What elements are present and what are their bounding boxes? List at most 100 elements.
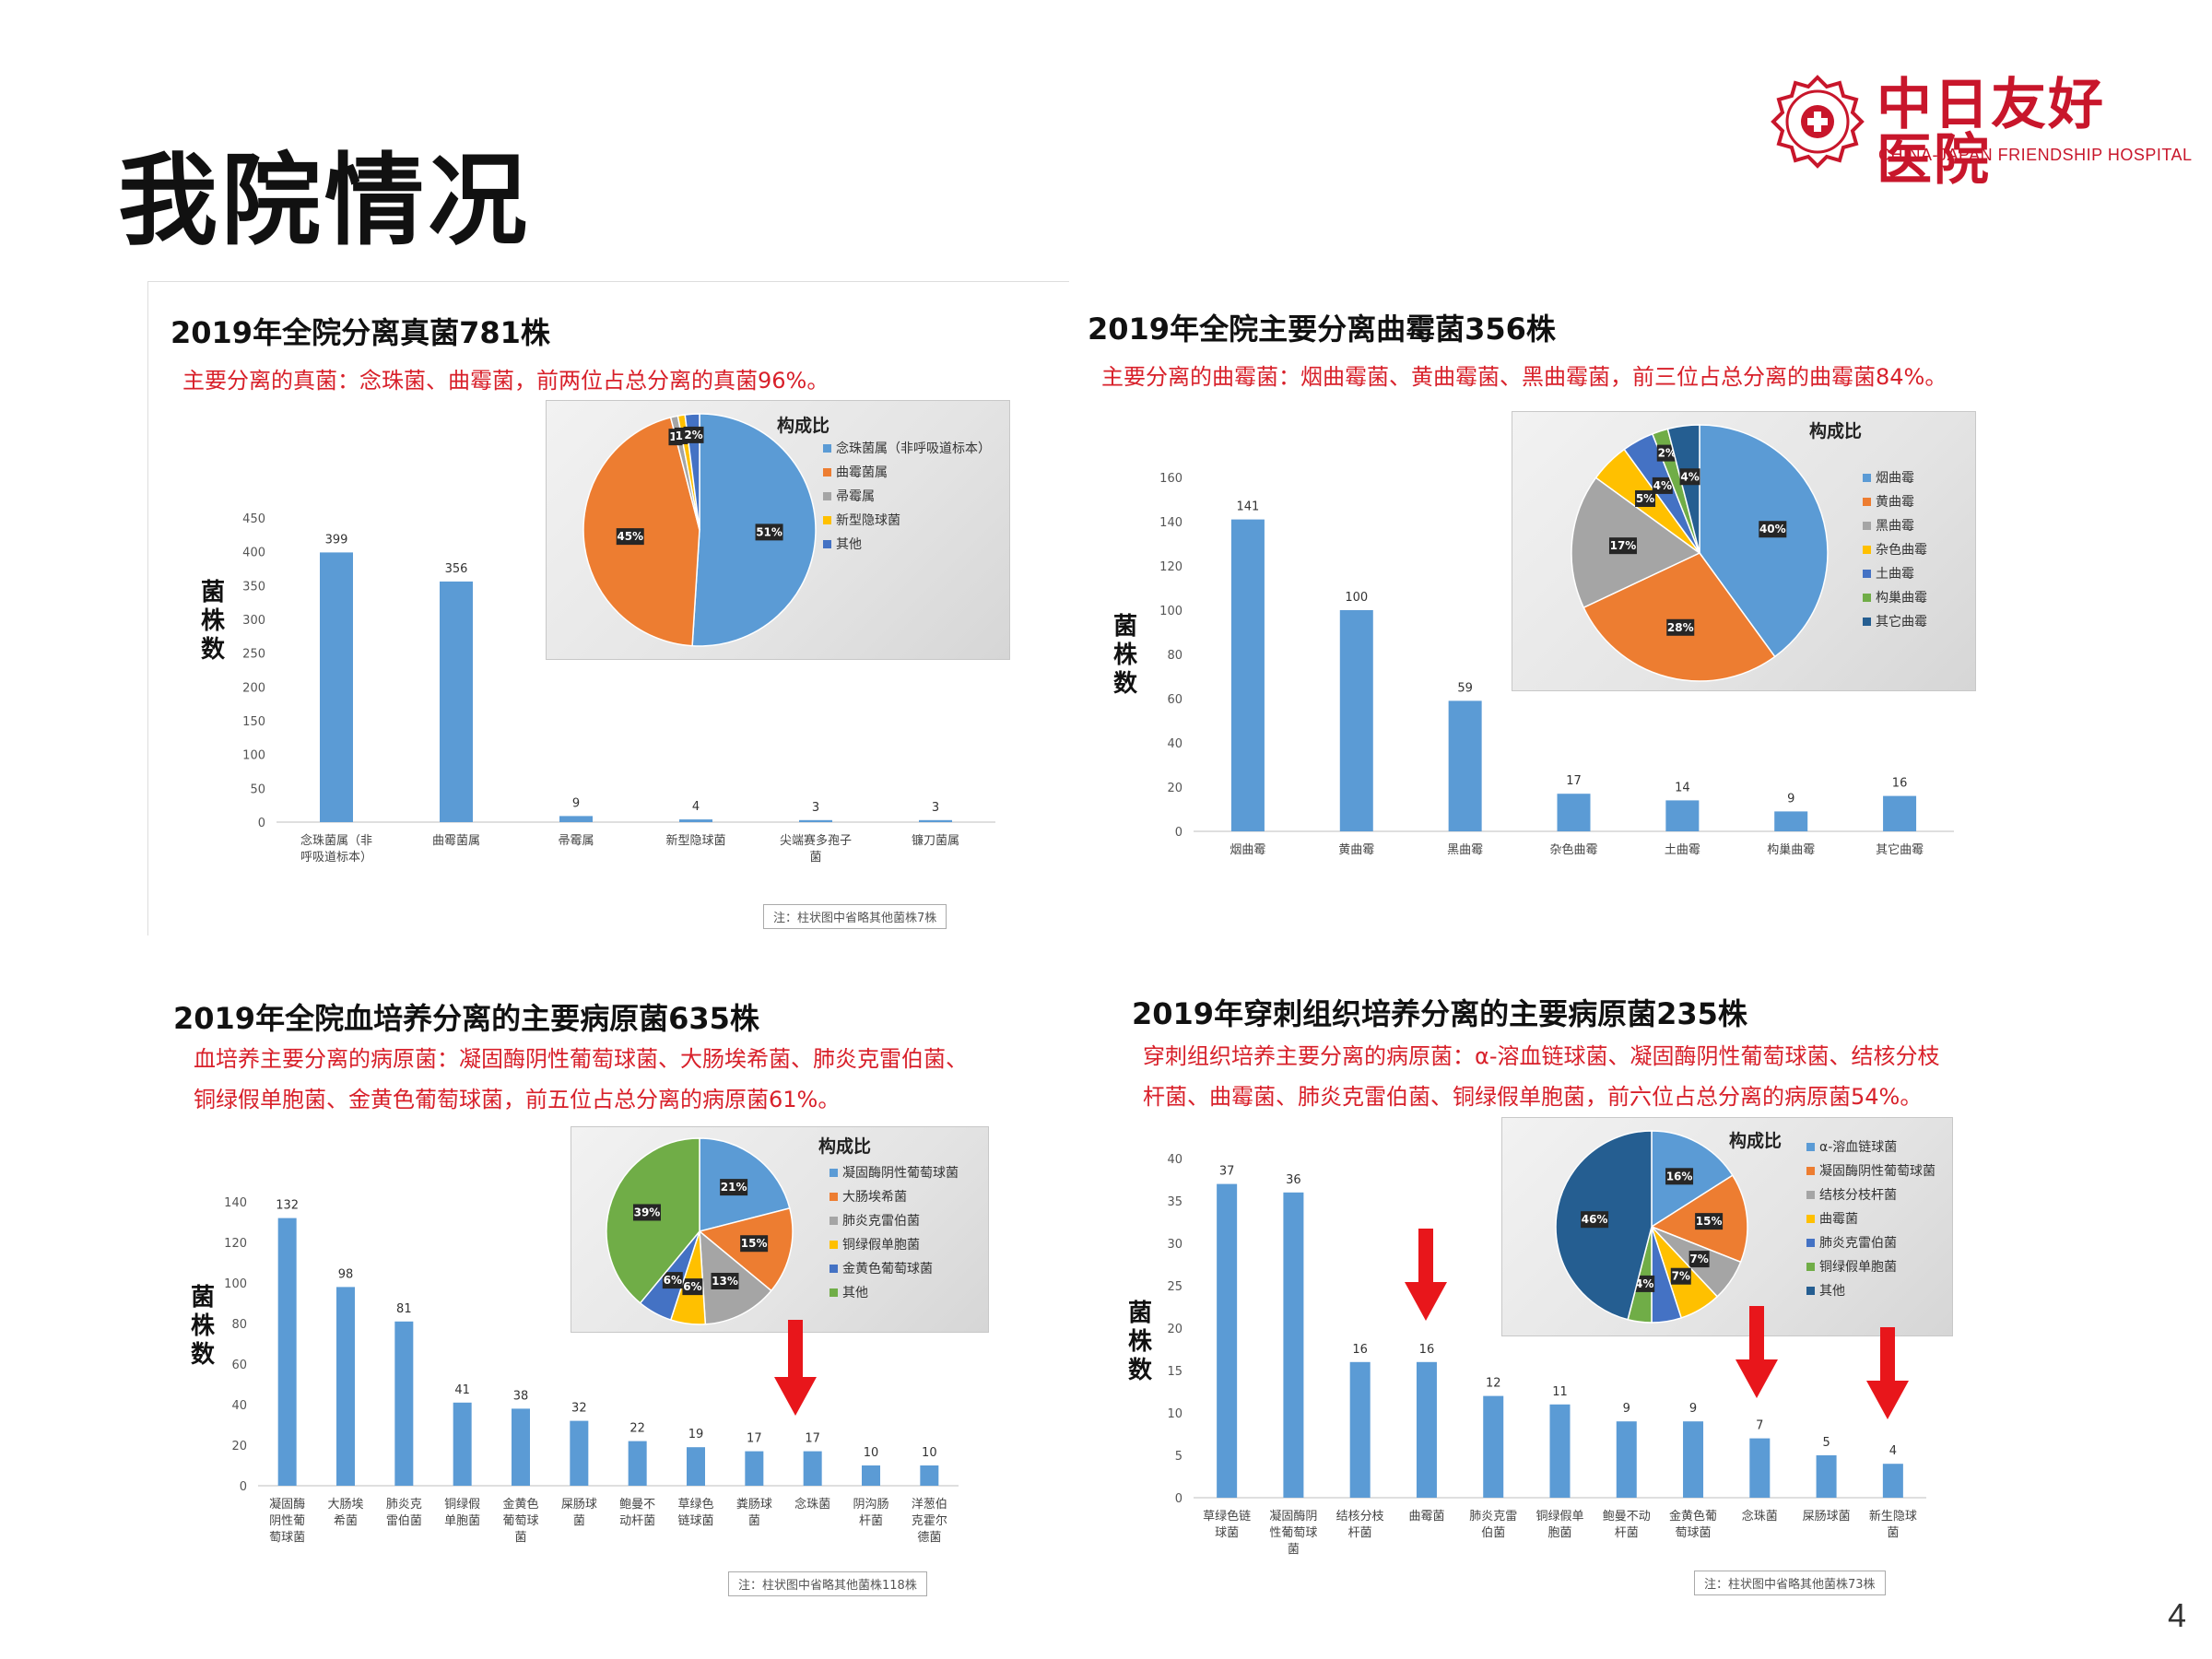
legend-swatch — [830, 1288, 838, 1297]
data-label: 59 — [1457, 681, 1473, 695]
pie-legend: 凝固酶阴性葡萄球菌 大肠埃希菌 肺炎克雷伯菌 铜绿假单胞菌 金黄色葡萄球菌 其他 — [830, 1160, 959, 1304]
y-tick-label: 100 — [224, 1277, 247, 1291]
y-tick-label: 120 — [1159, 560, 1182, 574]
panel-title: 2019年全院分离真菌781株 — [171, 315, 550, 350]
legend-swatch — [1863, 545, 1871, 554]
bar — [1774, 811, 1808, 831]
red-arrow-icon — [774, 1320, 817, 1416]
legend-swatch — [830, 1216, 838, 1225]
pie-value-label: 51% — [756, 525, 782, 538]
data-label: 14 — [1675, 781, 1690, 794]
bar — [394, 1321, 414, 1486]
data-label: 9 — [572, 796, 580, 810]
x-tick-label: 帚霉属 — [558, 834, 594, 848]
y-tick-label: 140 — [1159, 516, 1182, 530]
legend-item: 其他 — [1806, 1278, 1936, 1302]
pie-chart-panel: 构成比 16% 15% 7% 7% 4% 46% α-溶血链球菌 凝固酶阴性葡萄球菌 结核分枝… — [1501, 1117, 1953, 1336]
panel-subtitle: 主要分离的曲霉菌：烟曲霉菌、黄曲霉菌、黑曲霉菌，前三位占总分离的曲霉菌84%。 — [1101, 364, 1947, 390]
pie-value-label: 13% — [712, 1275, 738, 1288]
bar — [1448, 700, 1482, 831]
y-axis-label: 菌株数 — [200, 579, 225, 664]
x-tick-label: 鲍曼不动杆菌 — [1603, 1510, 1651, 1540]
chart-note: 注：柱状图中省略其他菌株118株 — [728, 1571, 927, 1596]
legend-item: 土曲霉 — [1863, 561, 1927, 585]
pie-value-label: 21% — [721, 1181, 747, 1194]
pie-title: 构成比 — [1729, 1131, 1783, 1151]
logo-chinese-name: 中日友好医院 — [1877, 73, 2105, 193]
y-tick-label: 160 — [1159, 472, 1182, 486]
legend-label: 构巢曲霉 — [1876, 591, 1927, 606]
legend-swatch — [1806, 1286, 1815, 1295]
page-number: 4 — [2167, 1596, 2186, 1634]
pie-label-box — [740, 1235, 769, 1253]
pie-chart-blood-culture: 21% 15% 13% 6%6% 39% — [606, 1137, 794, 1325]
y-tick-label: 100 — [242, 749, 265, 763]
y-tick-label: 40 — [231, 1399, 247, 1413]
legend-item: 铜绿假单胞菌 — [1806, 1254, 1936, 1278]
pie-legend: α-溶血链球菌 凝固酶阴性葡萄球菌 结核分枝杆菌 曲霉菌 肺炎克雷伯菌 铜绿假单胞菌 其他 — [1806, 1135, 1936, 1302]
data-label: 5 — [1822, 1436, 1830, 1450]
pie-legend: 念珠菌属（非呼吸道标本） 曲霉菌属 帚霉属 新型隐球菌 其他 — [823, 436, 991, 556]
x-tick-label: 结核分枝杆菌 — [1336, 1510, 1384, 1540]
pie-value-label: 2% — [684, 429, 702, 441]
data-label: 4 — [692, 800, 700, 814]
pie-chart-fungi: 51%45%1%1%2% — [582, 413, 817, 647]
red-arrow-icon — [1405, 1229, 1447, 1321]
legend-item: 新型隐球菌 — [823, 508, 991, 532]
x-tick-label: 黑曲霉 — [1447, 843, 1483, 857]
legend-item: 烟曲霉 — [1863, 465, 1927, 489]
pie-label-box — [1759, 521, 1787, 538]
legend-swatch — [1806, 1262, 1815, 1271]
pie-slice — [1699, 424, 1829, 658]
bar — [1230, 519, 1265, 831]
bar — [1665, 800, 1700, 831]
bar — [919, 819, 952, 822]
x-tick-label: 洋葱伯克霍尔德菌 — [912, 1498, 947, 1545]
panel-subtitle-line1: 穿刺组织培养主要分离的病原菌：α-溶血链球菌、凝固酶阴性葡萄球菌、结核分枝 — [1143, 1043, 1940, 1069]
y-axis-label: 菌株数 — [1112, 613, 1137, 698]
legend-swatch — [823, 539, 831, 548]
y-axis-label: 菌株数 — [190, 1284, 215, 1369]
x-tick-label: 念珠菌 — [1742, 1509, 1778, 1524]
x-tick-label: 屎肠球菌 — [1803, 1510, 1851, 1524]
pie-label-box — [632, 1204, 661, 1221]
hospital-logo: 中日友好医院 CHINA-JAPAN FRIENDSHIP HOSPITAL — [1770, 72, 2192, 188]
bar — [336, 1287, 355, 1486]
legend-label: 金黄色葡萄球菌 — [842, 1262, 933, 1277]
x-tick-label: 构巢曲霉 — [1767, 843, 1815, 857]
y-tick-label: 250 — [242, 648, 265, 662]
panel-subtitle-line2: 杆菌、曲霉菌、肺炎克雷伯菌、铜绿假单胞菌，前六位占总分离的病原菌54%。 — [1143, 1084, 1923, 1110]
y-tick-label: 100 — [1159, 605, 1182, 618]
panel-title: 2019年全院主要分离曲霉菌356株 — [1088, 312, 1556, 347]
data-label: 98 — [338, 1267, 354, 1281]
y-tick-label: 80 — [231, 1318, 247, 1332]
bar — [628, 1441, 647, 1486]
data-label: 9 — [1623, 1402, 1630, 1416]
bar-chart-puncture-tissue: 0 5 10 15 20 25 30 35 40 37 草绿色链球菌 36 凝固酶阴性葡萄球菌 16 结核分… — [1167, 1153, 1926, 1557]
bar — [559, 816, 593, 822]
pie-value-label: 4% — [1653, 479, 1672, 492]
bar — [1616, 1421, 1637, 1498]
bar — [1549, 1404, 1571, 1498]
bar — [745, 1451, 764, 1486]
y-tick-label: 30 — [1167, 1238, 1182, 1252]
data-label: 4 — [1889, 1444, 1897, 1458]
pie-label-box — [1688, 1251, 1710, 1268]
pie-label-box — [683, 426, 704, 443]
legend-swatch — [830, 1192, 838, 1201]
legend-label: 念珠菌属（非呼吸道标本） — [836, 441, 991, 456]
y-tick-label: 60 — [1167, 693, 1182, 707]
x-tick-label: 屎肠球菌 — [561, 1498, 597, 1528]
legend-label: 土曲霉 — [1876, 567, 1914, 582]
y-tick-label: 10 — [1167, 1407, 1182, 1421]
legend-item: 黄曲霉 — [1863, 489, 1927, 513]
x-tick-label: 草绿色链球菌 — [1203, 1509, 1251, 1540]
legend-item: 金黄色葡萄球菌 — [830, 1256, 959, 1280]
bar-chart-aspergillus: 0 20 40 60 80 100 120 140 160 141 烟曲霉 100 黄曲霉 59 黑曲霉 17… — [1159, 472, 1954, 857]
legend-label: 大肠埃希菌 — [842, 1190, 907, 1205]
y-tick-label: 0 — [258, 817, 265, 830]
legend-swatch — [823, 467, 831, 477]
data-label: 9 — [1689, 1402, 1697, 1416]
x-tick-label: 铜绿假单胞菌 — [444, 1498, 480, 1528]
pie-value-label: 4% — [1680, 470, 1699, 483]
